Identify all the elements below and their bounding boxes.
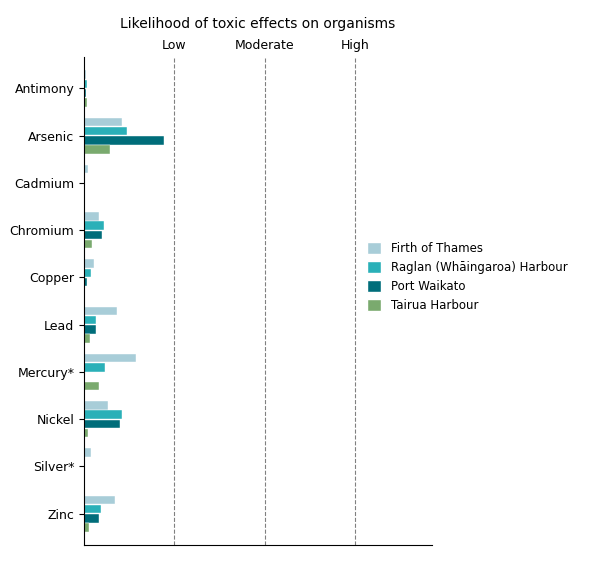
- Bar: [84, 70, 86, 79]
- Bar: [84, 448, 91, 457]
- Bar: [84, 401, 109, 410]
- Bar: [84, 80, 87, 88]
- Bar: [84, 174, 85, 182]
- Bar: [84, 287, 85, 295]
- Bar: [84, 335, 89, 343]
- Bar: [84, 420, 120, 428]
- Bar: [84, 269, 91, 277]
- Bar: [84, 136, 164, 144]
- Bar: [84, 523, 89, 532]
- Bar: [84, 222, 104, 230]
- Bar: [84, 307, 118, 315]
- Bar: [84, 325, 96, 333]
- Bar: [84, 505, 101, 513]
- Bar: [84, 127, 127, 135]
- Bar: [84, 231, 102, 239]
- Bar: [84, 183, 85, 192]
- Bar: [84, 429, 88, 437]
- Bar: [84, 363, 105, 371]
- Bar: [84, 145, 110, 154]
- Bar: [84, 212, 100, 220]
- Bar: [84, 278, 88, 286]
- Bar: [84, 89, 86, 97]
- Bar: [84, 240, 92, 248]
- Bar: [84, 118, 122, 126]
- Title: Likelihood of toxic effects on organisms: Likelihood of toxic effects on organisms: [121, 17, 395, 31]
- Bar: [84, 495, 115, 504]
- Bar: [84, 410, 122, 419]
- Bar: [84, 260, 94, 268]
- Bar: [84, 514, 100, 523]
- Bar: [84, 165, 88, 173]
- Bar: [84, 316, 96, 324]
- Bar: [84, 354, 136, 362]
- Bar: [84, 382, 100, 390]
- Legend: Firth of Thames, Raglan (Whāingaroa) Harbour, Port Waikato, Tairua Harbour: Firth of Thames, Raglan (Whāingaroa) Har…: [362, 237, 572, 316]
- Bar: [84, 98, 87, 107]
